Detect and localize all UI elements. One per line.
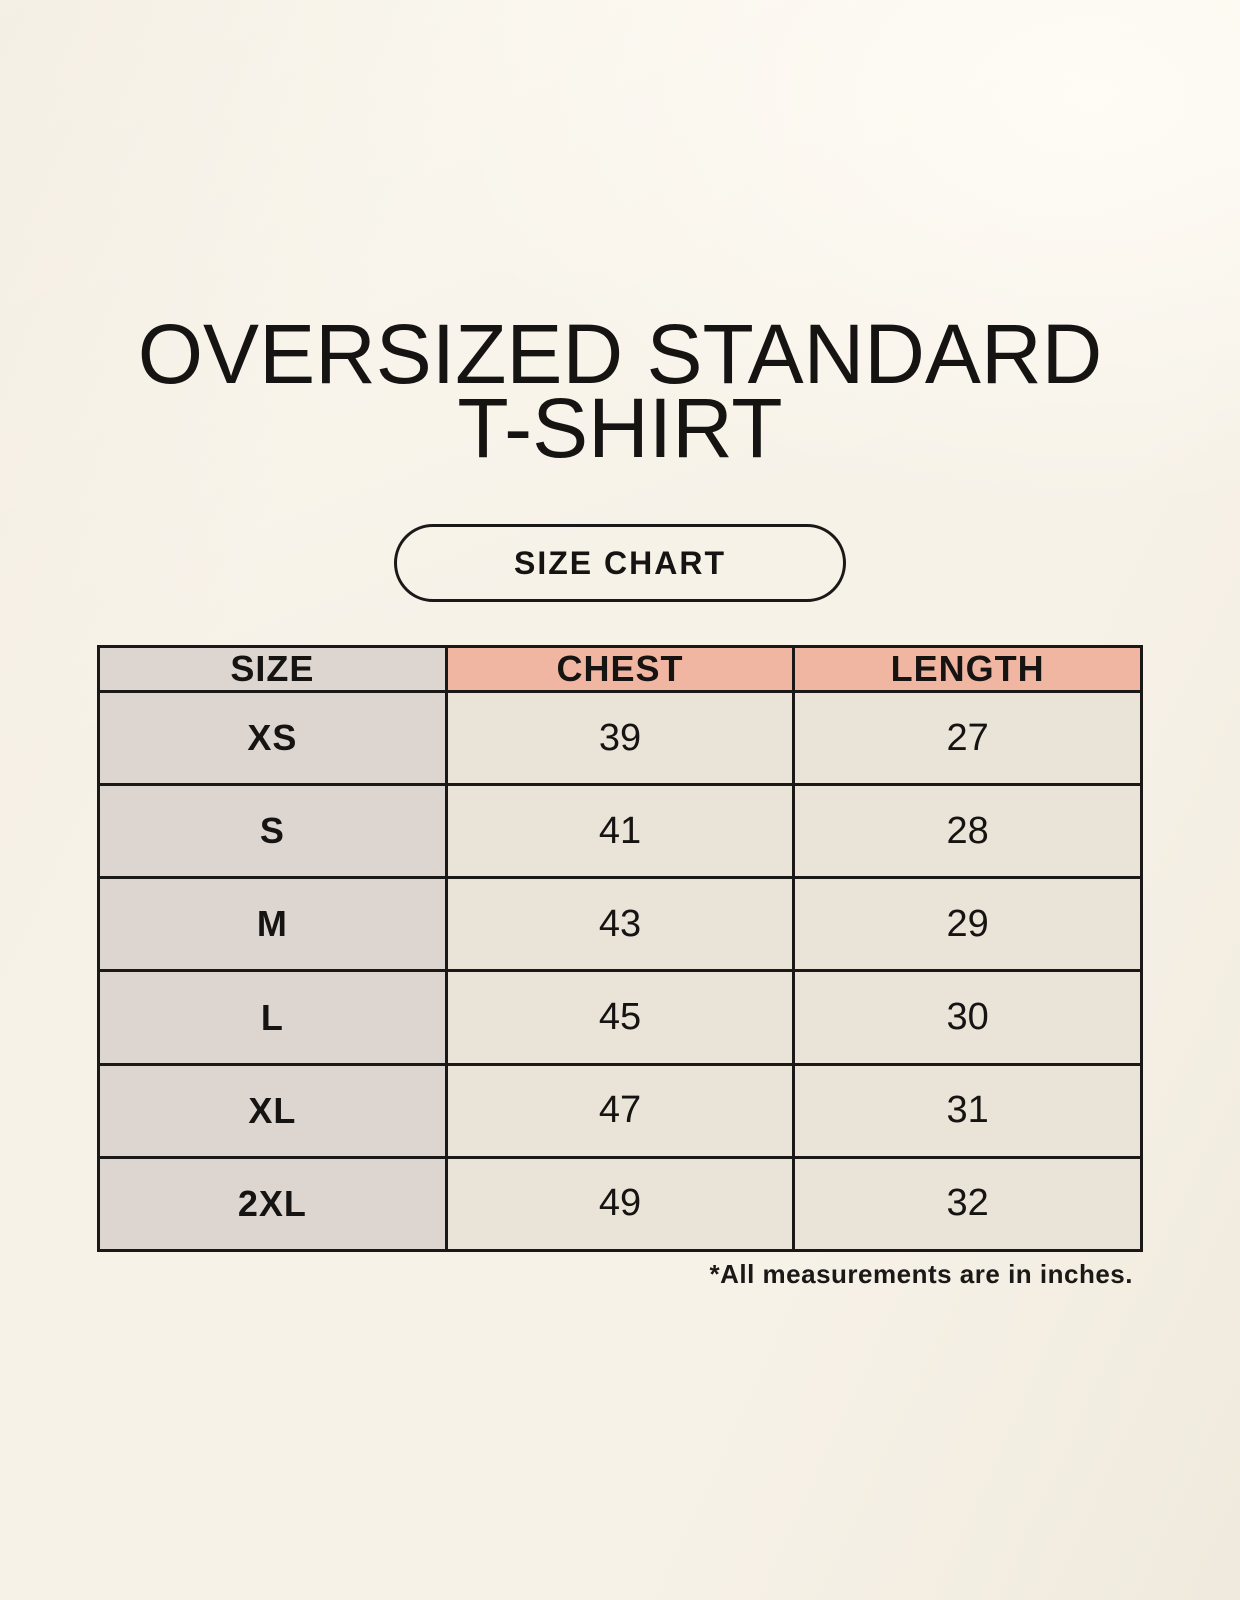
size-cell: L (97, 969, 448, 1066)
table-row: L 45 30 (97, 969, 1143, 1066)
page-title-line-2: T-SHIRT (457, 380, 783, 475)
chest-cell: 43 (444, 876, 796, 973)
size-chart-badge-label: SIZE CHART (514, 544, 726, 581)
length-cell: 30 (792, 969, 1143, 1066)
chest-cell: 41 (444, 783, 796, 880)
table-header-row: SIZE CHEST LENGTH (97, 645, 1143, 693)
length-cell: 32 (792, 1155, 1143, 1253)
length-cell: 27 (792, 689, 1143, 787)
page-title: OVERSIZED STANDARD T-SHIRT (0, 307, 1240, 475)
size-cell: XL (97, 1062, 448, 1159)
table-row: 2XL 49 32 (97, 1155, 1143, 1253)
column-header-size: SIZE (97, 645, 448, 693)
length-cell: 29 (792, 876, 1143, 973)
size-chart-badge[interactable]: SIZE CHART (394, 524, 846, 602)
measurements-footnote: *All measurements are in inches. (709, 1259, 1133, 1289)
column-header-chest: CHEST (444, 645, 796, 693)
size-cell: 2XL (97, 1155, 448, 1253)
table-row: XL 47 31 (97, 1062, 1143, 1159)
size-cell: XS (97, 689, 448, 787)
page-title-line-1: OVERSIZED STANDARD (137, 307, 1103, 401)
chest-cell: 47 (444, 1062, 796, 1159)
chest-cell: 39 (444, 689, 796, 787)
length-cell: 31 (792, 1062, 1143, 1159)
table-row: XS 39 27 (97, 689, 1143, 787)
size-cell: M (97, 876, 448, 973)
column-header-length: LENGTH (792, 645, 1143, 693)
table-row: S 41 28 (97, 783, 1143, 880)
length-cell: 28 (792, 783, 1143, 880)
table-row: M 43 29 (97, 876, 1143, 973)
chest-cell: 49 (444, 1155, 796, 1253)
size-chart-table: SIZE CHEST LENGTH XS 39 27 S 41 28 M 43 … (97, 645, 1143, 1253)
chest-cell: 45 (444, 969, 796, 1066)
size-cell: S (97, 783, 448, 880)
